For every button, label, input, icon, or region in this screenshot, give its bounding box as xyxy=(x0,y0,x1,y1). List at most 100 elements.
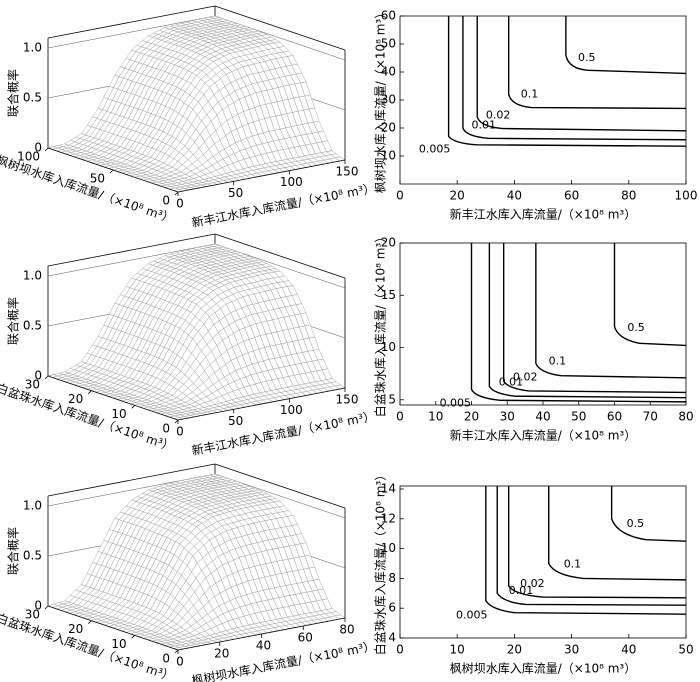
x-tick-label: 80 xyxy=(621,189,636,203)
box-edge xyxy=(214,233,346,279)
z-axis-title: 联合概率 xyxy=(6,69,21,117)
x-tick-label: 100 xyxy=(675,189,698,203)
box-edge xyxy=(214,5,346,51)
surface-mesh xyxy=(47,473,346,651)
y-tick xyxy=(109,169,114,174)
x-tick-label: 40 xyxy=(621,643,636,657)
x-tick-label: 50 xyxy=(678,643,693,657)
y-tick-label: 20 xyxy=(381,236,396,250)
x-tick-label: 80 xyxy=(339,623,354,637)
contour-label: 0.02 xyxy=(486,109,511,122)
y-tick-label: 30 xyxy=(25,608,40,622)
contour-line xyxy=(496,486,687,606)
contour-label: 0.005 xyxy=(440,397,472,410)
y-tick-label: 20 xyxy=(381,121,396,135)
y-tick-label: 8 xyxy=(388,571,396,585)
x-tick-label: 40 xyxy=(256,639,271,653)
contour-line xyxy=(613,243,687,347)
x-tick-label: 60 xyxy=(298,631,313,645)
y-tick-label: 0 xyxy=(162,652,170,666)
z-tick-label: 1.0 xyxy=(23,41,42,55)
x-tick-label: 150 xyxy=(336,393,359,407)
z-tick-label: 1.0 xyxy=(23,269,42,283)
contour-line xyxy=(485,486,687,615)
contour-label: 0.5 xyxy=(627,517,645,530)
x-tick-label: 50 xyxy=(571,410,586,424)
y-tick-label: 4 xyxy=(388,631,396,645)
z-tick-label: 0 xyxy=(34,369,42,383)
x-tick-label: 80 xyxy=(678,410,693,424)
z-tick-label: 0 xyxy=(34,141,42,155)
x-axis xyxy=(177,159,346,193)
contour-label: 0.01 xyxy=(509,584,534,597)
x-tick-label: 0 xyxy=(176,425,184,439)
y-tick-label: 20 xyxy=(68,622,83,636)
y-tick-label: 10 xyxy=(111,407,126,421)
x-tick-label: 0 xyxy=(176,655,184,669)
x-tick-label: 20 xyxy=(214,647,229,661)
plot-frame xyxy=(399,15,687,185)
y-tick-label: 50 xyxy=(381,37,396,51)
y-tick-label: 0 xyxy=(162,422,170,436)
contour-line xyxy=(548,486,687,581)
contour-label: 0.5 xyxy=(578,51,596,64)
x-tick-label: 100 xyxy=(280,403,303,417)
y-tick-label: 40 xyxy=(381,65,396,79)
z-tick-label: 0 xyxy=(34,599,42,613)
z-tick-label: 0.5 xyxy=(23,549,42,563)
z-axis-title: 联合概率 xyxy=(6,297,21,345)
y-tick-label: 10 xyxy=(381,340,396,354)
contour-label: 0.01 xyxy=(499,376,524,389)
y-tick-label: 10 xyxy=(111,637,126,651)
contour-line xyxy=(502,243,687,394)
x-tick-label: 60 xyxy=(607,410,622,424)
contour-line xyxy=(507,16,687,110)
x-tick-label: 30 xyxy=(500,410,515,424)
contour-label: 0.1 xyxy=(549,355,567,368)
y-tick-label: 30 xyxy=(25,378,40,392)
y-tick xyxy=(88,620,92,624)
y-tick-label: 60 xyxy=(381,9,396,23)
y-tick-label: 0 xyxy=(162,194,170,208)
x-tick-label: 50 xyxy=(228,414,243,428)
contour-line xyxy=(535,243,687,379)
y-tick-label: 5 xyxy=(388,392,396,406)
y-tick xyxy=(174,191,179,196)
box-edge xyxy=(47,463,216,497)
x-tick-label: 100 xyxy=(280,175,303,189)
y-axis xyxy=(47,375,179,421)
x-tick-label: 10 xyxy=(450,643,465,657)
y-axis-title: 枫树坝水库入库流量/（×10⁸ m³） xyxy=(373,7,388,194)
contour-line xyxy=(470,243,687,403)
x-axis-title: 新丰江水库入库流量/（×10⁸ m³） xyxy=(450,428,637,443)
x-tick-label: 0 xyxy=(176,197,184,211)
contour-label: 0.1 xyxy=(521,88,539,101)
contour-line xyxy=(447,16,687,147)
contour-label: 0.02 xyxy=(520,577,545,590)
y-tick-label: 6 xyxy=(388,601,396,615)
contour-label: 0.005 xyxy=(456,609,488,622)
x-tick-label: 60 xyxy=(564,189,579,203)
y-tick xyxy=(131,635,135,639)
y-tick xyxy=(131,405,135,409)
x-tick-label: 0 xyxy=(396,643,404,657)
x-tick-label: 0 xyxy=(396,410,404,424)
y-tick-label: 10 xyxy=(381,541,396,555)
y-tick xyxy=(88,390,92,394)
x-tick-label: 40 xyxy=(507,189,522,203)
y-tick-label: 30 xyxy=(381,93,396,107)
y-tick-label: 100 xyxy=(17,150,40,164)
y-tick xyxy=(44,605,49,610)
y-tick xyxy=(44,147,49,152)
grid-line xyxy=(47,15,216,49)
x-tick-label: 20 xyxy=(464,410,479,424)
box-edge xyxy=(47,233,216,267)
y-axis-title: 白盆珠水库入库流量/（×10⁸ m³） xyxy=(373,469,388,656)
contour-label: 0.02 xyxy=(513,370,538,383)
z-tick-label: 1.0 xyxy=(23,499,42,513)
z-tick-label: 0.5 xyxy=(23,319,42,333)
y-tick-label: 12 xyxy=(381,511,396,525)
y-tick xyxy=(174,649,179,654)
contour-line xyxy=(476,16,687,132)
